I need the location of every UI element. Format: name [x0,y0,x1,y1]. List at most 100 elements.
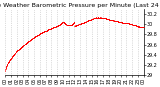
Point [27,41,29,42]
Point [137,26,140,27]
Point [91,19,93,20]
Point [41,32,43,33]
Point [75,25,77,26]
Point [62,22,65,23]
Point [139,26,141,28]
Point [17,49,19,50]
Point [31,38,34,39]
Point [9,59,11,60]
Point [35,35,38,36]
Point [42,31,44,33]
Point [103,17,106,19]
Point [36,35,38,36]
Point [57,25,59,26]
Point [51,27,54,28]
Point [54,26,56,27]
Point [91,18,94,20]
Point [110,19,113,21]
Point [126,22,128,24]
Point [18,48,20,50]
Point [84,21,86,23]
Point [70,24,72,26]
Point [19,48,21,49]
Point [41,32,43,33]
Point [140,26,143,28]
Point [34,36,36,37]
Point [6,63,9,64]
Point [8,60,10,62]
Point [128,23,131,25]
Point [24,43,26,45]
Point [95,17,98,18]
Point [73,22,75,23]
Point [99,17,101,18]
Point [33,36,36,38]
Point [55,25,57,27]
Point [84,21,86,23]
Point [16,50,19,51]
Point [13,53,16,54]
Point [136,25,139,26]
Point [136,25,138,26]
Point [79,23,81,25]
Point [87,20,90,21]
Point [86,20,88,22]
Point [12,55,14,56]
Point [73,22,75,23]
Point [29,39,32,40]
Point [71,24,73,25]
Point [60,23,62,24]
Point [76,24,79,26]
Point [61,22,64,23]
Point [60,23,63,24]
Point [41,32,44,33]
Point [79,23,82,24]
Point [116,21,118,22]
Point [117,21,120,22]
Point [101,17,104,19]
Point [63,22,66,24]
Point [7,61,10,63]
Point [11,56,13,58]
Point [105,18,107,19]
Point [14,51,17,53]
Point [55,25,58,27]
Point [36,34,38,36]
Point [126,22,128,24]
Point [131,24,133,25]
Point [84,21,87,23]
Point [19,47,22,49]
Point [36,34,39,36]
Point [9,58,12,59]
Point [27,41,30,42]
Point [36,34,39,36]
Point [39,33,41,34]
Point [26,42,28,43]
Point [128,23,130,24]
Point [6,63,9,65]
Point [81,22,83,24]
Point [92,18,94,19]
Point [135,25,138,26]
Point [134,24,137,26]
Point [114,20,117,21]
Point [101,17,103,18]
Point [4,68,7,69]
Point [16,49,19,51]
Point [117,21,120,23]
Point [83,22,86,23]
Point [50,28,52,29]
Point [78,23,80,25]
Point [85,21,88,22]
Point [100,17,103,18]
Point [27,41,29,43]
Point [45,30,47,31]
Point [77,24,79,25]
Point [97,17,100,18]
Point [47,29,50,30]
Point [19,48,21,49]
Point [33,36,36,37]
Point [32,37,35,38]
Point [115,20,117,21]
Point [92,18,94,19]
